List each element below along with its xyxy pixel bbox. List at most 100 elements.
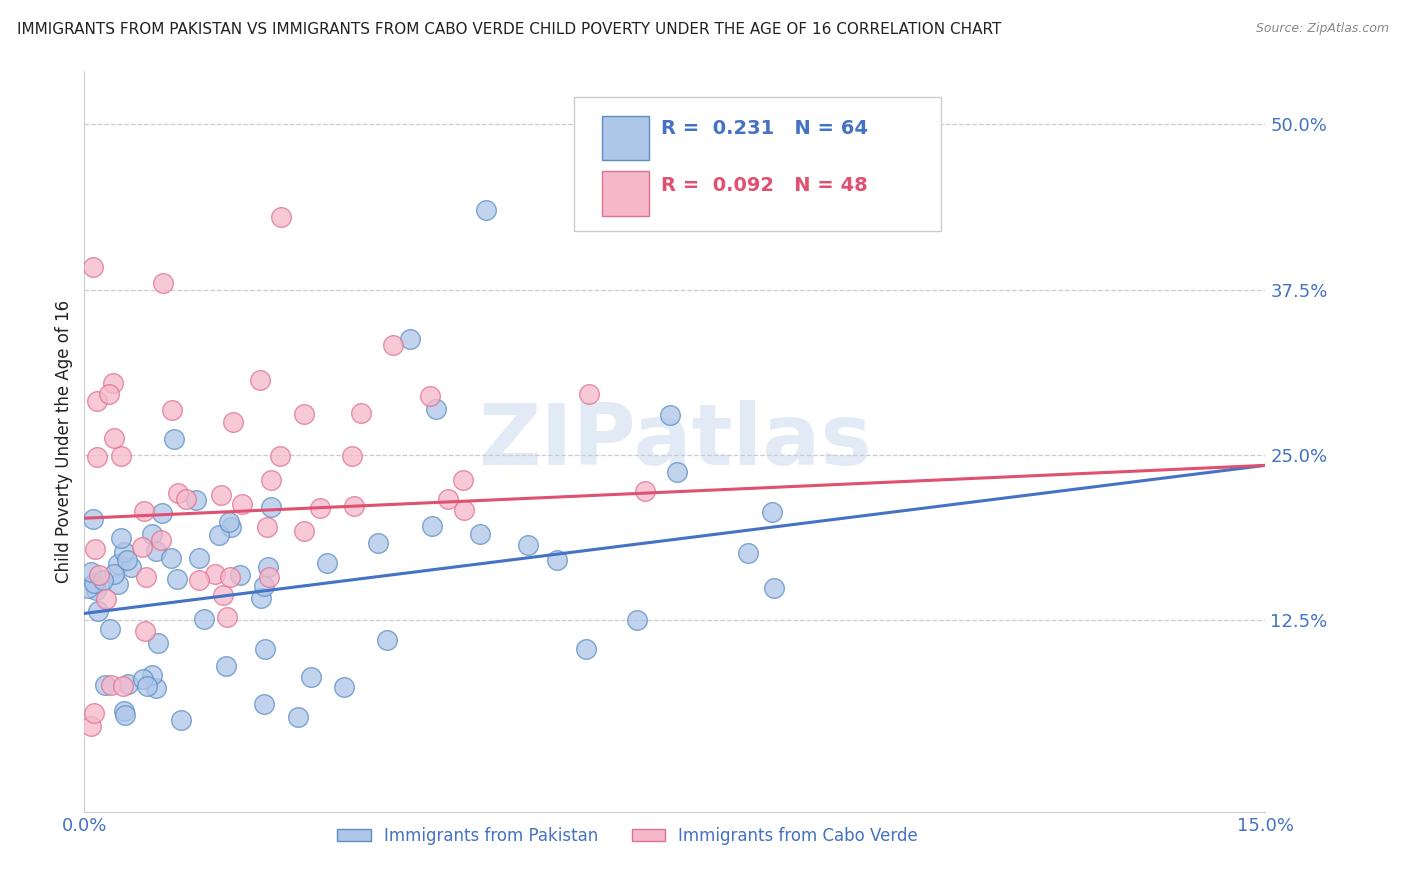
Point	[83, 575, 105, 590]
Point	[112, 704, 135, 718]
Text: IMMIGRANTS FROM PAKISTAN VS IMMIGRANTS FROM CABO VERDE CHILD POVERTY UNDER THE A: IMMIGRANTS FROM PAKISTAN VS IMMIGRANTS F…	[17, 22, 1001, 37]
Point	[93, 677, 115, 691]
Point	[737, 546, 759, 560]
Point	[145, 681, 167, 696]
Point	[299, 670, 322, 684]
Point	[96, 591, 118, 606]
Point	[218, 570, 240, 584]
Point	[658, 408, 681, 422]
Point	[114, 708, 136, 723]
Point	[111, 679, 134, 693]
Text: ZIPatlas: ZIPatlas	[478, 400, 872, 483]
Point	[315, 556, 337, 570]
Point	[187, 573, 209, 587]
Point	[80, 565, 103, 579]
Point	[209, 488, 232, 502]
Point	[83, 706, 105, 720]
Point	[332, 680, 354, 694]
Point	[270, 210, 292, 224]
Point	[350, 405, 373, 419]
Point	[146, 635, 169, 649]
Point	[89, 568, 111, 582]
Point	[222, 415, 245, 429]
Point	[208, 528, 231, 542]
Point	[86, 450, 108, 464]
Point	[470, 527, 492, 541]
FancyBboxPatch shape	[602, 116, 650, 161]
Point	[249, 373, 271, 387]
Point	[150, 533, 173, 548]
Point	[260, 473, 283, 487]
Point	[176, 492, 198, 507]
Point	[420, 518, 443, 533]
Point	[204, 567, 226, 582]
Point	[103, 567, 125, 582]
Point	[77, 581, 100, 595]
Point	[163, 432, 186, 446]
Point	[253, 579, 276, 593]
Point	[259, 500, 281, 515]
Point	[219, 520, 242, 534]
Point	[367, 536, 389, 550]
Point	[381, 337, 404, 351]
Point	[132, 672, 155, 686]
Point	[117, 553, 139, 567]
Point	[131, 540, 153, 554]
Point	[193, 612, 215, 626]
Point	[217, 609, 239, 624]
Point	[110, 449, 132, 463]
Point	[107, 576, 129, 591]
Point	[269, 449, 291, 463]
Point	[134, 504, 156, 518]
Point	[135, 570, 157, 584]
Point	[292, 524, 315, 539]
Point	[91, 574, 114, 588]
Point	[287, 710, 309, 724]
Point	[160, 402, 183, 417]
Point	[167, 485, 190, 500]
Point	[665, 465, 688, 479]
Point	[626, 613, 648, 627]
Point	[419, 389, 441, 403]
Point	[152, 276, 174, 290]
Point	[166, 573, 188, 587]
Point	[120, 559, 142, 574]
Point	[342, 449, 364, 463]
Point	[100, 678, 122, 692]
Point	[187, 550, 209, 565]
Point	[82, 512, 104, 526]
Point	[546, 553, 568, 567]
Point	[475, 203, 498, 218]
Point	[107, 558, 129, 572]
Point	[259, 570, 281, 584]
Point	[82, 260, 104, 275]
Point	[231, 497, 253, 511]
Point	[112, 545, 135, 559]
Point	[84, 541, 107, 556]
Text: R =  0.231   N = 64: R = 0.231 N = 64	[661, 120, 868, 138]
Point	[101, 376, 124, 391]
Point	[453, 503, 475, 517]
Point	[215, 658, 238, 673]
Point	[253, 698, 276, 712]
FancyBboxPatch shape	[575, 97, 941, 230]
Point	[256, 520, 278, 534]
Point	[575, 641, 598, 656]
Point	[292, 407, 315, 421]
Point	[103, 431, 125, 445]
Point	[134, 624, 156, 638]
Point	[516, 538, 538, 552]
Point	[212, 589, 235, 603]
Point	[425, 402, 447, 417]
Point	[86, 604, 108, 618]
Legend: Immigrants from Pakistan, Immigrants from Cabo Verde: Immigrants from Pakistan, Immigrants fro…	[330, 820, 925, 852]
Point	[98, 387, 121, 401]
Point	[218, 515, 240, 529]
Point	[375, 633, 398, 648]
Text: Source: ZipAtlas.com: Source: ZipAtlas.com	[1256, 22, 1389, 36]
Point	[84, 583, 107, 598]
Point	[141, 527, 163, 541]
Point	[309, 501, 332, 516]
Point	[98, 623, 121, 637]
Point	[343, 499, 366, 513]
